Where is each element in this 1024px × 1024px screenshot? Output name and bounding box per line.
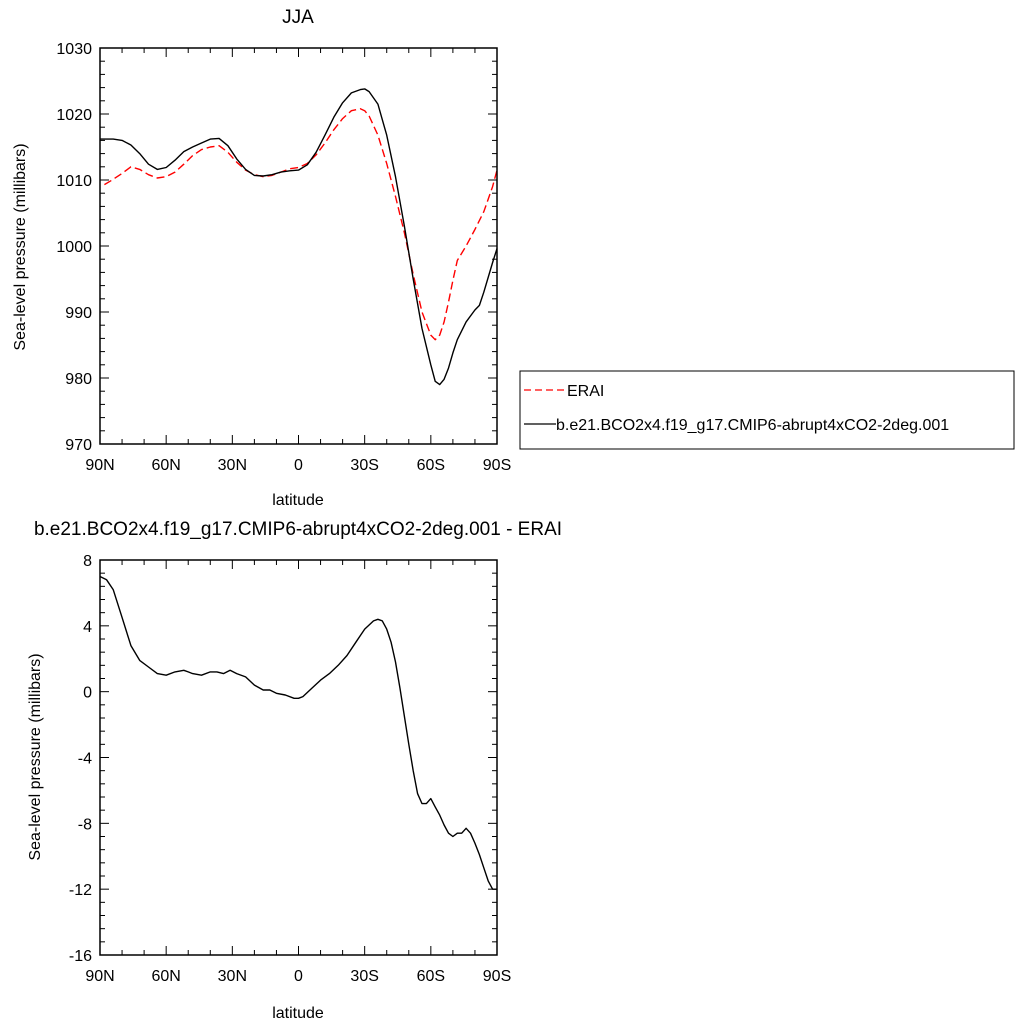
top-y-tick-label: 1010	[56, 173, 92, 190]
top-x-tick-label: 0	[294, 457, 303, 474]
top-x-tick-label: 60N	[151, 457, 180, 474]
top-y-tick-label: 1030	[56, 41, 92, 58]
bottom-y-tick-label: -4	[78, 751, 92, 768]
bottom-x-tick-label: 60S	[417, 968, 445, 985]
top-x-tick-label: 30S	[350, 457, 378, 474]
bottom-y-tick-label: -8	[78, 816, 92, 833]
top-chart-plot-frame	[99, 47, 498, 445]
bottom-x-tick-label: 90N	[85, 968, 114, 985]
bottom-chart-panel: b.e21.BCO2x4.f19_g17.CMIP6-abrupt4xCO2-2…	[27, 519, 562, 1022]
top-x-tick-label: 90N	[85, 457, 114, 474]
bottom-x-tick-label: 60N	[151, 968, 180, 985]
top-x-tick-label: 60S	[417, 457, 445, 474]
legend-label-model: b.e21.BCO2x4.f19_g17.CMIP6-abrupt4xCO2-2…	[556, 417, 949, 434]
top-y-tick-label: 970	[65, 437, 92, 454]
top-y-tick-label: 1020	[56, 107, 92, 124]
top-series-line-model	[100, 88, 498, 386]
legend: ERAI b.e21.BCO2x4.f19_g17.CMIP6-abrupt4x…	[519, 370, 1015, 450]
top-x-tick-label: 30N	[218, 457, 247, 474]
bottom-y-tick-label: 8	[83, 553, 92, 570]
bottom-y-tick-label: -16	[69, 948, 92, 965]
legend-box	[519, 370, 1015, 450]
top-chart-title: JJA	[282, 7, 314, 28]
top-x-tick-label: 90S	[483, 457, 511, 474]
bottom-chart-title: b.e21.BCO2x4.f19_g17.CMIP6-abrupt4xCO2-2…	[34, 519, 562, 540]
bottom-x-tick-label: 0	[294, 968, 303, 985]
bottom-x-tick-label: 90S	[483, 968, 511, 985]
bottom-x-tick-label: 30N	[218, 968, 247, 985]
top-chart-x-axis-label: latitude	[272, 492, 324, 509]
bottom-series-line-difference	[99, 575, 497, 890]
top-chart-panel: JJA Sea-level pressure (millibars) latit…	[12, 7, 511, 509]
top-y-tick-label: 1000	[56, 239, 92, 256]
bottom-chart-plot-frame	[99, 559, 498, 956]
bottom-y-tick-label: 0	[83, 685, 92, 702]
bottom-chart-x-axis-label: latitude	[272, 1005, 324, 1022]
top-y-tick-label: 990	[65, 305, 92, 322]
top-y-tick-label: 980	[65, 371, 92, 388]
bottom-y-tick-label: 4	[83, 619, 92, 636]
legend-label-erai: ERAI	[567, 383, 604, 400]
bottom-y-tick-label: -12	[69, 882, 92, 899]
bottom-chart-y-axis-label: Sea-level pressure (millibars)	[27, 653, 44, 860]
top-series-line-erai	[104, 107, 498, 341]
bottom-x-tick-label: 30S	[350, 968, 378, 985]
top-chart-y-axis-label: Sea-level pressure (millibars)	[12, 143, 29, 350]
